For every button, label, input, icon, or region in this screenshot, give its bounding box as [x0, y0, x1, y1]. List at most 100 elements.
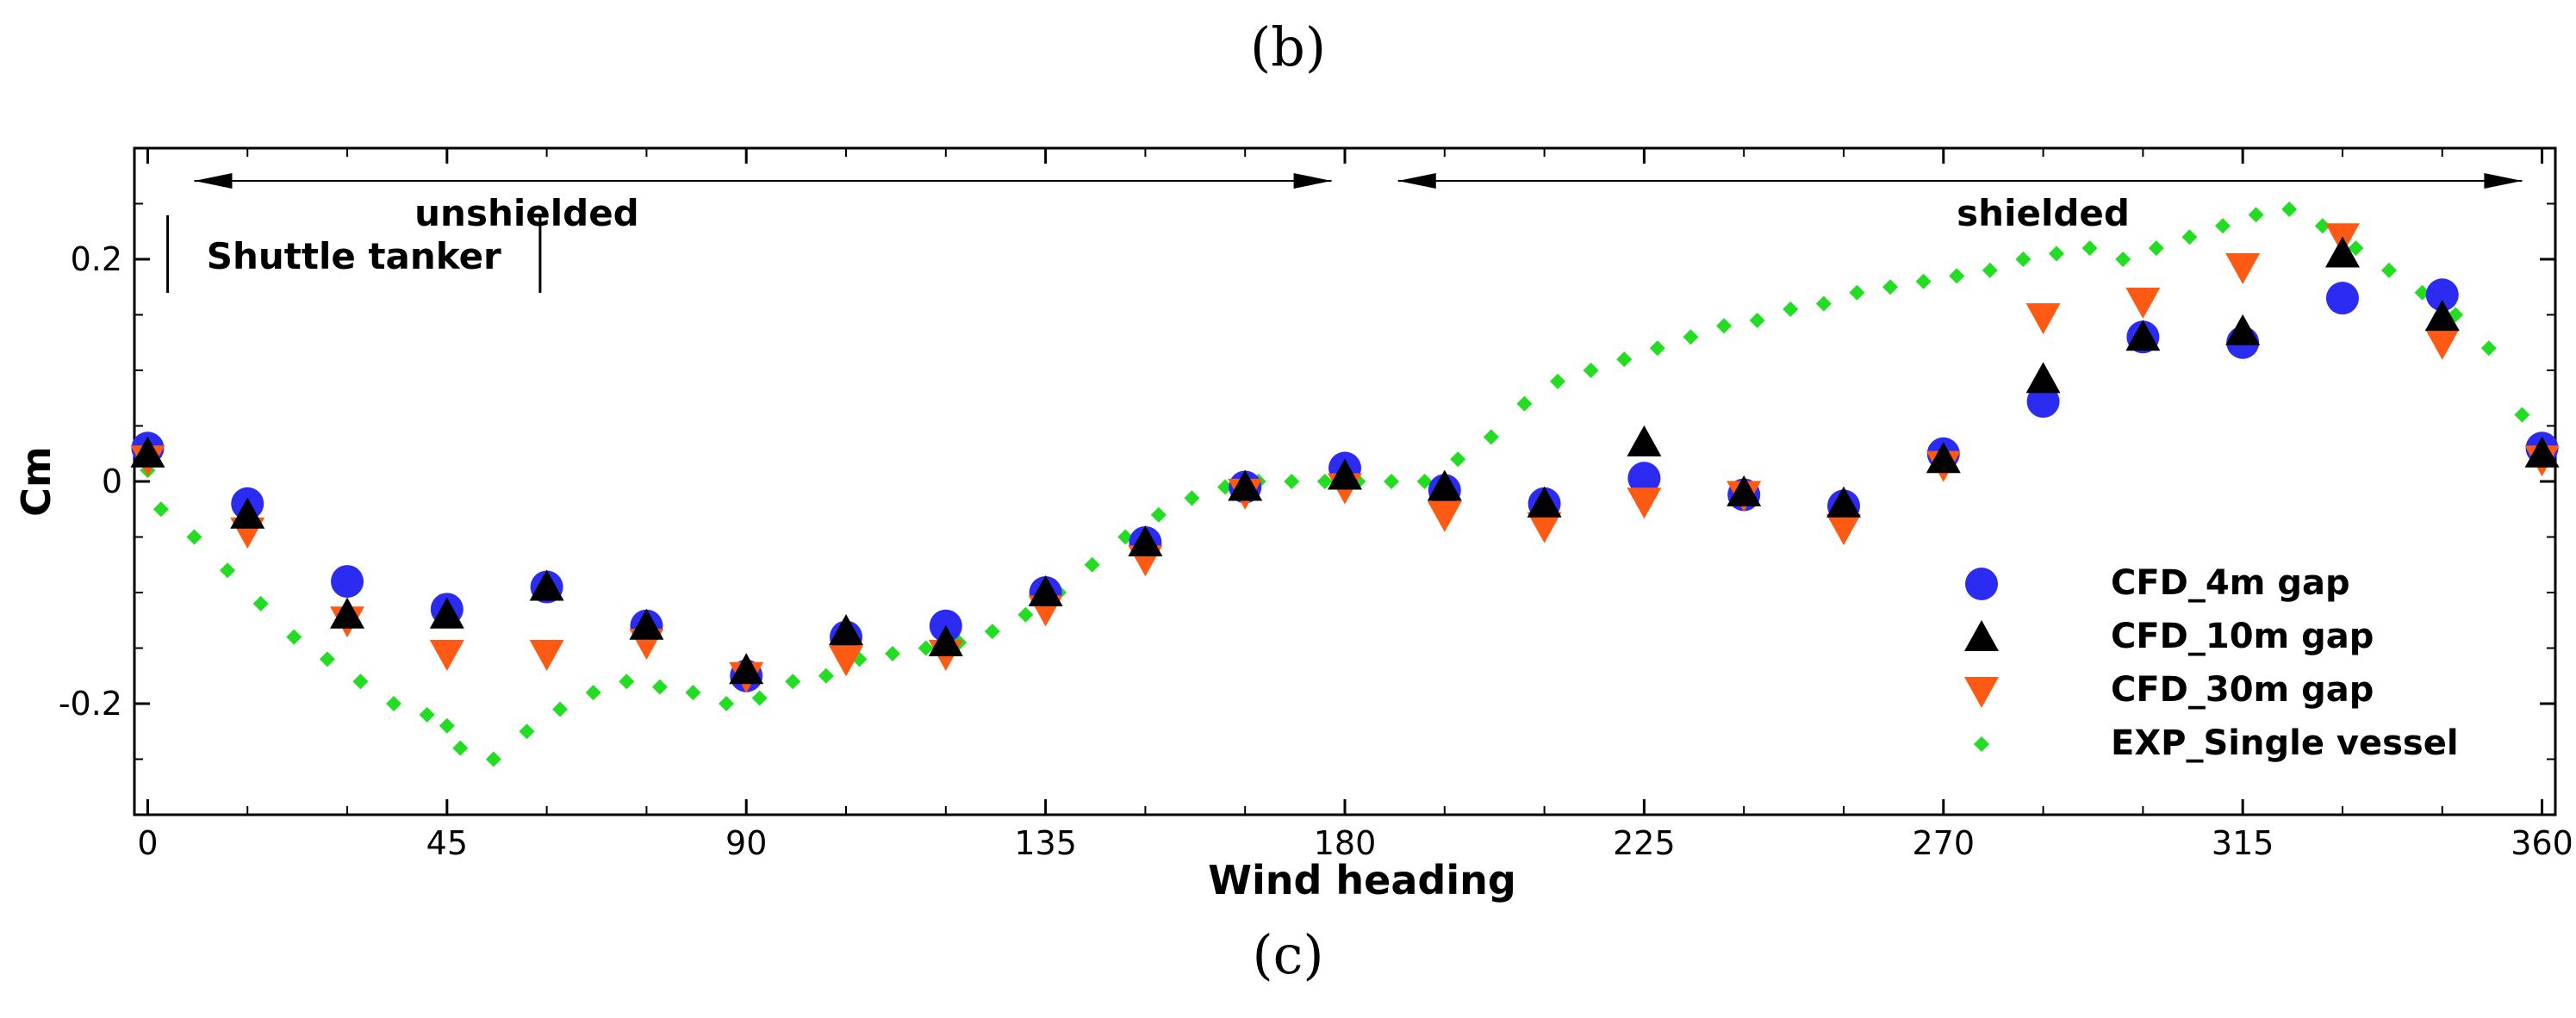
x-tick-label: 45 [426, 824, 468, 862]
legend-marker-2 [1964, 677, 1999, 708]
point-exp-single-vessel [1084, 556, 1100, 573]
point-exp-single-vessel [685, 685, 701, 701]
point-exp-single-vessel [751, 690, 768, 706]
point-exp-single-vessel [1217, 479, 1234, 495]
point-cfd-10m-gap [330, 597, 365, 629]
series-1 [130, 236, 2560, 685]
point-cfd-10m-gap [130, 436, 165, 468]
point-cfd-10m-gap [1826, 486, 1861, 518]
point-cfd-10m-gap [2424, 300, 2460, 332]
point-cfd-30m-gap [2225, 253, 2261, 285]
y-tick-label: -0.2 [59, 685, 122, 723]
point-exp-single-vessel [2148, 240, 2164, 257]
point-exp-single-vessel [485, 751, 501, 767]
legend-marker-3 [1974, 736, 1989, 752]
point-exp-single-vessel [719, 696, 735, 711]
point-exp-single-vessel [2181, 229, 2198, 245]
point-exp-single-vessel [2480, 340, 2497, 357]
point-exp-single-vessel [1849, 284, 1865, 301]
point-cfd-10m-gap [1926, 442, 1961, 474]
legend-label-0: CFD_4m gap [2111, 563, 2350, 603]
point-cfd-10m-gap [1427, 469, 1462, 501]
point-exp-single-vessel [2248, 207, 2264, 223]
x-tick-label: 180 [1314, 824, 1377, 862]
point-exp-single-vessel [2215, 218, 2231, 234]
point-cfd-30m-gap [2025, 303, 2061, 335]
point-exp-single-vessel [2514, 407, 2530, 423]
point-exp-single-vessel [2015, 251, 2032, 267]
point-exp-single-vessel [651, 679, 668, 695]
point-cfd-10m-gap [1527, 486, 1562, 518]
point-exp-single-vessel [619, 673, 635, 690]
point-exp-single-vessel [1583, 363, 1599, 378]
point-cfd-4m-gap [2026, 385, 2060, 419]
point-cfd-10m-gap [629, 608, 664, 640]
point-cfd-30m-gap [2125, 288, 2161, 320]
y-tick-label: 0.2 [71, 240, 122, 278]
point-exp-single-vessel [585, 685, 601, 701]
legend-label-2: CFD_30m gap [2111, 670, 2374, 710]
point-exp-single-vessel [818, 667, 834, 684]
point-exp-single-vessel [984, 624, 1000, 640]
point-cfd-10m-gap [230, 497, 265, 529]
point-cfd-10m-gap [1328, 458, 1362, 490]
point-exp-single-vessel [785, 673, 801, 690]
point-exp-single-vessel [1184, 490, 1200, 506]
point-cfd-10m-gap [2524, 436, 2560, 468]
point-exp-single-vessel [519, 723, 535, 740]
point-cfd-30m-gap [1826, 514, 1861, 546]
point-cfd-10m-gap [2225, 313, 2261, 345]
point-cfd-30m-gap [429, 639, 464, 671]
point-exp-single-vessel [1150, 506, 1167, 523]
point-cfd-10m-gap [1228, 469, 1263, 501]
point-exp-single-vessel [885, 645, 901, 661]
point-exp-single-vessel [2381, 262, 2398, 278]
point-exp-single-vessel [286, 629, 302, 645]
point-cfd-30m-gap [529, 639, 564, 671]
unshielded-arrow-left [194, 173, 233, 189]
point-exp-single-vessel [1516, 395, 1533, 412]
point-exp-single-vessel [186, 529, 202, 545]
point-exp-single-vessel [1749, 312, 1765, 328]
point-exp-single-vessel [220, 562, 236, 579]
point-cfd-30m-gap [1527, 512, 1562, 543]
point-cfd-10m-gap [2025, 362, 2061, 394]
x-axis-label: Wind heading [1208, 857, 1516, 903]
legend-marker-1 [1964, 620, 1999, 651]
point-exp-single-vessel [386, 696, 402, 711]
point-exp-single-vessel [1783, 301, 1799, 318]
legend-label-1: CFD_10m gap [2111, 617, 2374, 656]
point-exp-single-vessel [439, 717, 455, 734]
point-exp-single-vessel [1649, 340, 1665, 357]
point-cfd-30m-gap [1627, 487, 1662, 519]
point-exp-single-vessel [2115, 251, 2131, 267]
x-tick-label: 90 [725, 824, 767, 862]
point-cfd-10m-gap [1727, 475, 1762, 506]
shielded-arrow-right [2484, 173, 2523, 189]
y-tick-label: 0 [102, 462, 122, 500]
point-exp-single-vessel [1949, 268, 1965, 284]
point-cfd-4m-gap [2325, 282, 2359, 315]
y-axis-label: Cm [13, 446, 59, 517]
point-exp-single-vessel [1550, 373, 1566, 389]
point-exp-single-vessel [1982, 262, 1998, 278]
point-cfd-30m-gap [829, 645, 864, 677]
point-cfd-10m-gap [2125, 320, 2161, 351]
point-cfd-10m-gap [1627, 425, 1662, 456]
point-cfd-10m-gap [1028, 575, 1063, 606]
point-exp-single-vessel [1384, 474, 1400, 489]
point-cfd-10m-gap [829, 614, 864, 646]
x-tick-label: 135 [1014, 824, 1077, 862]
caption-b: (b) [1249, 16, 1327, 78]
legend-marker-0 [1965, 568, 1998, 600]
point-cfd-4m-gap [2425, 278, 2459, 312]
shuttle-tanker-label: Shuttle tanker [207, 235, 501, 277]
point-exp-single-vessel [1815, 295, 1832, 312]
point-exp-single-vessel [1716, 318, 1733, 334]
point-exp-single-vessel [1683, 329, 1699, 345]
point-exp-single-vessel [319, 651, 335, 667]
unshielded-label: unshielded [414, 192, 639, 234]
point-exp-single-vessel [1882, 279, 1899, 295]
